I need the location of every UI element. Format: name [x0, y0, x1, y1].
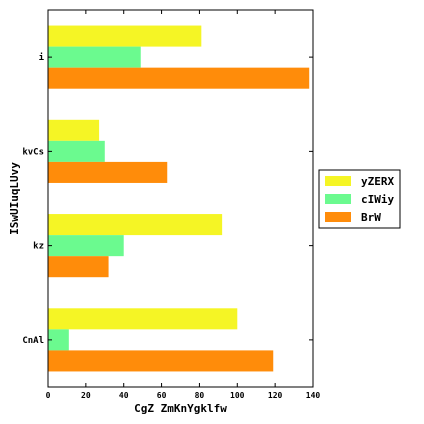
bar-cIWiy-CnAl — [48, 329, 69, 351]
bar-BrW-kvCs — [48, 161, 168, 183]
bar-BrW-kz — [48, 256, 109, 278]
x-axis-title: CgZ ZmKnYgklfw — [134, 402, 227, 415]
y-axis-title: ISwUIuqLUvy — [8, 162, 21, 235]
legend-label-BrW: BrW — [361, 211, 381, 224]
bar-cIWiy-i — [48, 46, 141, 68]
legend-swatch-yZERX — [325, 176, 351, 186]
y-category-label: kvCs — [22, 147, 44, 157]
x-tick-label: 100 — [230, 391, 245, 400]
bar-yZERX-kvCs — [48, 119, 100, 141]
legend: yZERX cIWiy BrW — [318, 169, 401, 229]
bar-cIWiy-kvCs — [48, 140, 105, 162]
bar-BrW-i — [48, 67, 310, 89]
x-tick-label: 80 — [195, 391, 205, 400]
y-category-label: CnAl — [22, 336, 44, 346]
x-tick-label: 60 — [157, 391, 167, 400]
bar-BrW-CnAl — [48, 350, 274, 372]
y-category-label: i — [39, 52, 45, 63]
legend-swatch-cIWiy — [325, 194, 351, 204]
x-tick-label: 140 — [306, 391, 321, 400]
bar-yZERX-CnAl — [48, 308, 238, 330]
bar-cIWiy-kz — [48, 235, 124, 257]
y-category-label: kz — [33, 242, 44, 252]
legend-label-cIWiy: cIWiy — [361, 193, 394, 206]
legend-label-yZERX: yZERX — [361, 175, 394, 188]
x-axis-ticks: 0 20 40 60 80 100 120 140 — [46, 10, 321, 400]
y-axis-ticks: CnAl kz kvCs i — [22, 52, 313, 346]
bar-yZERX-kz — [48, 214, 223, 236]
x-tick-label: 120 — [268, 391, 283, 400]
x-tick-label: 20 — [81, 391, 91, 400]
x-tick-label: 40 — [119, 391, 129, 400]
plot-frame — [47, 9, 314, 388]
bars-group — [48, 25, 310, 372]
x-tick-label: 0 — [46, 391, 51, 400]
legend-swatch-BrW — [325, 212, 351, 222]
bar-yZERX-i — [48, 25, 202, 47]
